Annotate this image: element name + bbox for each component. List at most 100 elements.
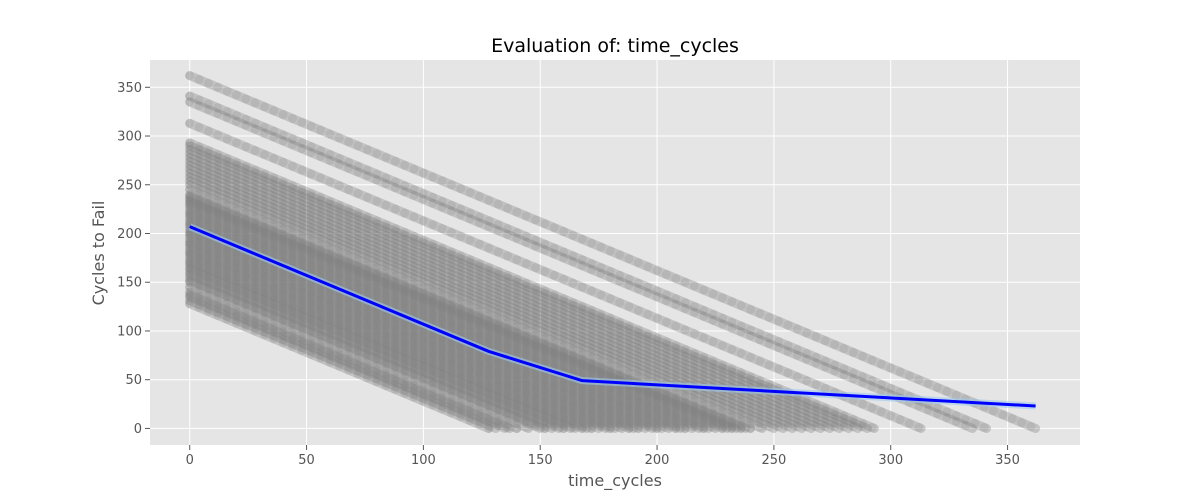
scatter-point — [904, 371, 914, 381]
scatter-point — [577, 412, 587, 422]
scatter-point — [222, 107, 232, 117]
scatter-point — [381, 372, 391, 382]
scatter-point — [353, 369, 363, 379]
scatter-point — [213, 284, 223, 294]
scatter-point — [643, 262, 653, 272]
scatter-point — [269, 285, 279, 295]
scatter-point — [185, 91, 195, 101]
scatter-point — [213, 281, 223, 291]
scatter-point — [409, 353, 419, 363]
y-tick-label: 300 — [117, 130, 142, 145]
scatter-point — [344, 348, 354, 358]
scatter-point — [577, 421, 587, 431]
scatter-point — [203, 256, 213, 266]
scatter-point — [540, 421, 550, 431]
scatter-point — [446, 386, 456, 396]
scatter-point — [437, 176, 447, 186]
scatter-point — [858, 399, 868, 409]
scatter-point — [914, 422, 924, 432]
scatter-point — [194, 95, 204, 105]
scatter-point — [334, 361, 344, 371]
scatter-point — [259, 150, 269, 160]
scatter-point — [671, 341, 681, 351]
scatter-point — [512, 392, 522, 402]
scatter-point — [213, 289, 223, 299]
scatter-point — [867, 376, 877, 386]
scatter-point — [269, 281, 279, 291]
scatter-point — [633, 278, 643, 288]
scatter-point — [288, 296, 298, 306]
scatter-point — [418, 393, 428, 403]
scatter-point — [503, 422, 513, 432]
scatter-point — [437, 378, 447, 388]
scatter-point — [446, 401, 456, 411]
scatter-point — [400, 208, 410, 218]
scatter-point — [353, 335, 363, 345]
scatter-point — [372, 377, 382, 387]
scatter-point — [428, 374, 438, 384]
scatter-point — [409, 344, 419, 354]
scatter-point — [250, 292, 260, 302]
scatter-point — [512, 255, 522, 265]
scatter-point — [409, 366, 419, 376]
scatter-point — [727, 344, 737, 354]
scatter-point — [231, 138, 241, 148]
scatter-point — [259, 284, 269, 294]
y-tick-label: 200 — [117, 227, 142, 242]
scatter-point — [484, 375, 494, 385]
scatter-point — [400, 372, 410, 382]
scatter-point — [624, 274, 634, 284]
scatter-point — [203, 267, 213, 277]
scatter-point — [559, 419, 569, 429]
scatter-point — [334, 308, 344, 318]
scatter-series-unit — [185, 265, 576, 433]
scatter-point — [465, 375, 475, 385]
scatter-point — [942, 407, 952, 417]
scatter-point — [269, 305, 279, 315]
scatter-point — [428, 347, 438, 357]
scatter-point — [362, 327, 372, 337]
scatter-point — [278, 306, 288, 316]
scatter-point — [932, 382, 942, 392]
scatter-point — [446, 384, 456, 394]
scatter-point — [446, 367, 456, 377]
scatter-point — [503, 415, 513, 425]
scatter-point — [203, 261, 213, 271]
scatter-series-unit — [185, 282, 534, 433]
scatter-point — [288, 325, 298, 335]
scatter-point — [764, 312, 774, 322]
scatter-point — [222, 280, 232, 290]
scatter-point — [381, 335, 391, 345]
scatter-point — [465, 382, 475, 392]
scatter-point — [278, 287, 288, 297]
scatter-point — [241, 279, 251, 289]
scatter-point — [241, 281, 251, 291]
scatter-point — [353, 360, 363, 370]
scatter-point — [531, 392, 541, 402]
scatter-point — [325, 196, 335, 206]
scatter-point — [624, 254, 634, 264]
scatter-point — [577, 410, 587, 420]
scatter-point — [316, 327, 326, 337]
x-tick-label: 0 — [186, 453, 194, 468]
scatter-point — [372, 360, 382, 370]
scatter-point — [203, 298, 213, 308]
scatter-point — [418, 357, 428, 367]
scatter-point — [203, 295, 213, 305]
scatter-point — [203, 270, 213, 280]
scatter-point — [353, 318, 363, 328]
scatter-point — [222, 305, 232, 315]
scatter-point — [203, 78, 213, 88]
scatter-point — [372, 336, 382, 346]
scatter-point — [418, 216, 428, 226]
scatter-point — [390, 353, 400, 363]
scatter-point — [540, 406, 550, 416]
x-tick-label: 150 — [528, 453, 553, 468]
scatter-point — [269, 106, 279, 116]
scatter-point — [222, 311, 232, 321]
scatter-point — [503, 382, 513, 392]
scatter-point — [400, 340, 410, 350]
scatter-point — [344, 312, 354, 322]
scatter-point — [325, 345, 335, 355]
scatter-point — [867, 403, 877, 413]
